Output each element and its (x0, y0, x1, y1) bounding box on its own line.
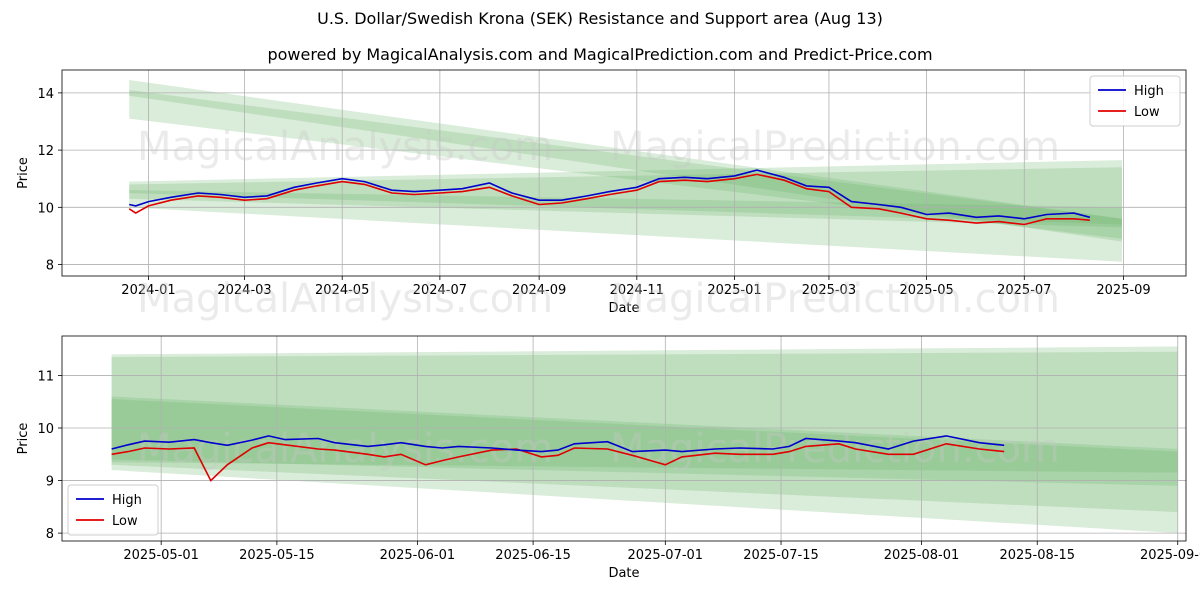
series-lines (111, 435, 1005, 482)
x-tick-label: 2024-05 (315, 283, 369, 298)
series-line-low (128, 173, 1090, 226)
x-tick-label: 2025-08-15 (999, 548, 1075, 563)
support-resistance-bands (111, 346, 1178, 534)
watermark: MagicalAnalysis.com (137, 124, 553, 170)
band-2 (111, 351, 1178, 513)
watermark: MagicalAnalysis.com (137, 276, 553, 322)
x-tick-label: 2025-05-15 (239, 548, 315, 563)
legend-box (67, 484, 159, 536)
y-tick-label: 8 (46, 259, 54, 274)
y-tick-label: 14 (37, 87, 54, 102)
x-axis-label: Date (608, 566, 639, 581)
chart-1: 2024-01 2024-03 2024-05 2024-07 2024-09 2024-… (16, 69, 1187, 316)
y-tick-label: 10 (37, 201, 54, 216)
watermark: MagicalAnalysis.com (137, 426, 553, 472)
chart-title: U.S. Dollar/Swedish Krona (SEK) Resistan… (317, 9, 883, 28)
band-3 (129, 160, 1122, 228)
y-tick-label: 9 (46, 475, 54, 490)
x-tick-label: 2025-07 (997, 283, 1051, 298)
watermark: MagicalPrediction.com (610, 124, 1060, 170)
watermark: MagicalPrediction.com (610, 426, 1060, 472)
y-tick-label: 8 (46, 527, 54, 542)
plot-frame (61, 335, 1187, 542)
series-line-high (111, 435, 1005, 453)
x-tick-label: 2025-06-01 (380, 548, 456, 563)
x-tick-label: 2025-07-15 (743, 548, 819, 563)
legend: High Low (67, 484, 159, 536)
x-tick-label: 2024-09 (512, 283, 566, 298)
y-tick-label: 12 (37, 144, 54, 159)
x-tick-label: 2024-11 (610, 283, 664, 298)
x-tick-label: 2025-05 (899, 283, 953, 298)
support-resistance-bands (129, 80, 1122, 262)
y-axis-label: Price (16, 157, 31, 189)
x-tick-label: 2025-06-15 (495, 548, 571, 563)
x-tick-label: 2025-09-01 (1140, 548, 1200, 563)
y-axis-label: Price (16, 423, 31, 455)
band-4 (129, 167, 1122, 225)
legend-label-low: Low (112, 514, 138, 529)
band-3 (111, 396, 1178, 486)
band-1 (111, 346, 1178, 534)
chart-subtitle: powered by MagicalAnalysis.com and Magic… (267, 45, 933, 64)
legend: High Low (1089, 75, 1181, 127)
series-line-high (129, 169, 1091, 220)
x-tick-label: 2025-07-01 (628, 548, 704, 563)
chart-2: 2025-05-01 2025-05-15 2025-06-01 2025-06-15… (16, 335, 1200, 581)
x-tick-label: 2025-05-01 (123, 548, 199, 563)
x-tick-label: 2024-01 (121, 283, 175, 298)
x-tick-label: 2025-09 (1096, 283, 1150, 298)
x-tick-label: 2024-03 (217, 283, 271, 298)
y-tick-label: 11 (37, 369, 54, 384)
x-tick-label: 2025-08-01 (884, 548, 960, 563)
x-tick-label: 2025-03 (802, 283, 856, 298)
series-line-low (111, 441, 1005, 482)
band-1 (129, 80, 1122, 239)
legend-label-high: High (1134, 84, 1164, 99)
x-tick-label: 2024-07 (413, 283, 467, 298)
x-axis-label: Date (608, 301, 639, 316)
watermark: MagicalPrediction.com (610, 276, 1060, 322)
x-tick-label: 2025-01 (707, 283, 761, 298)
legend-box (1089, 75, 1181, 127)
legend-label-low: Low (1134, 105, 1160, 120)
legend-label-high: High (112, 493, 142, 508)
series-lines (128, 169, 1091, 226)
plot-frame (61, 69, 1187, 277)
y-tick-label: 10 (37, 422, 54, 437)
